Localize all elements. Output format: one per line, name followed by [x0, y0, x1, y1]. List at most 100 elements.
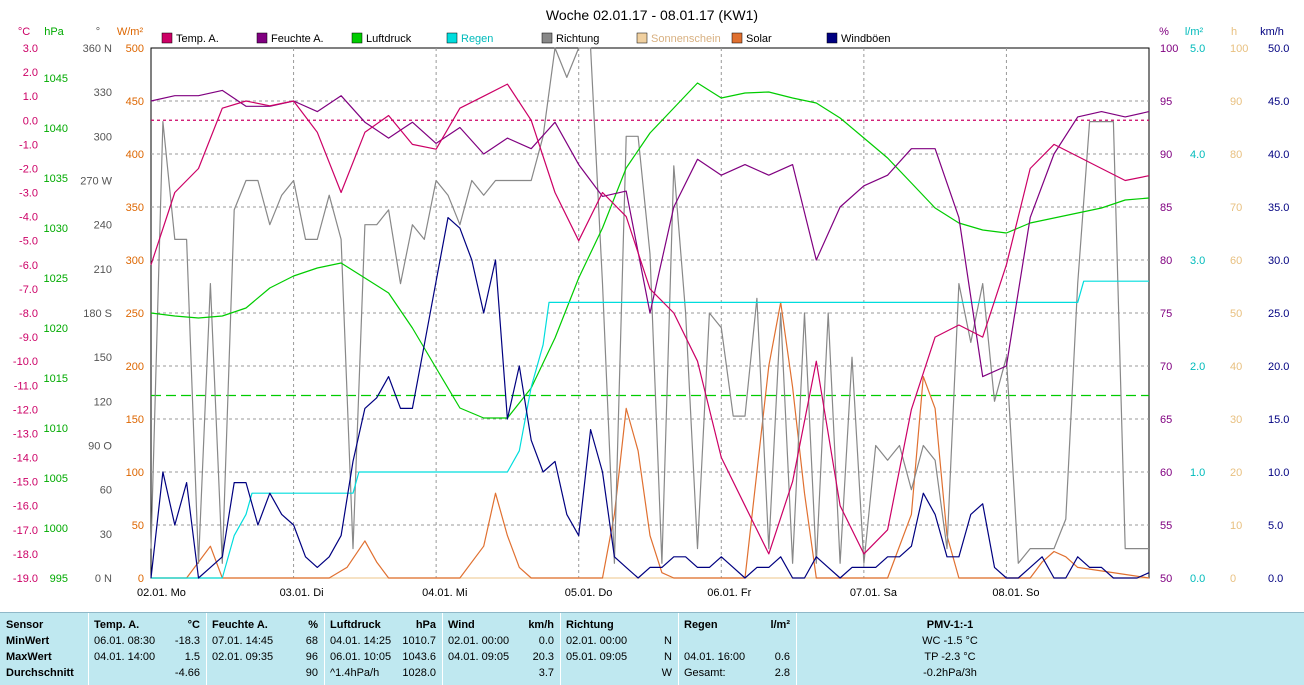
left-axis-tick: 210: [94, 264, 112, 276]
stats-temp-unit: °C: [187, 619, 200, 631]
stats-press-max-val: 1043.6: [402, 651, 436, 663]
left-axis-tick: -19.0: [13, 573, 38, 585]
right-axis-tick: 45.0: [1268, 96, 1289, 108]
stats-pmv-tp: TP -2.3 °C: [924, 651, 976, 663]
legend-label: Richtung: [556, 33, 599, 45]
right-axis-tick: 65: [1160, 414, 1172, 426]
stats-sensor-label: Sensor: [6, 619, 44, 631]
left-axis-tick: 3.0: [23, 43, 38, 55]
left-axis-tick: 200: [126, 361, 144, 373]
left-axis-tick: -4.0: [19, 212, 38, 224]
weather-chart: Woche 02.01.17 - 08.01.17 (KW1) 02.01. M…: [13, 7, 1290, 599]
stats-pmv-header: PMV-1:-1: [926, 619, 974, 631]
left-axis-tick: -18.0: [13, 549, 38, 561]
x-tick-label: 02.01. Mo: [137, 587, 186, 599]
legend-swatch: [636, 32, 648, 44]
stats-rain-unit: l/m²: [770, 619, 790, 631]
right-axis-tick: 5.0: [1190, 43, 1205, 55]
left-axis-tick: 0 N: [95, 573, 112, 585]
legend-swatch: [446, 32, 458, 44]
legend: Temp. A. Feuchte A. Luftdruck Regen Richtung…: [161, 32, 891, 45]
legend-swatch: [351, 32, 363, 44]
x-tick-label: 04.01. Mi: [422, 587, 467, 599]
stats-wind-header: Wind: [448, 619, 475, 631]
stats-avg-label: Durchschnitt: [6, 667, 74, 679]
right-axis-tick: 40.0: [1268, 149, 1289, 161]
stats-hum-avg-val: 90: [305, 667, 318, 679]
right-axis-tick: 10: [1230, 520, 1242, 532]
left-axis-tick: 360 N: [83, 43, 112, 55]
right-axis-tick: 55: [1160, 520, 1172, 532]
legend-label: Feuchte A.: [271, 33, 324, 45]
left-axis-tick: 1000: [44, 523, 68, 535]
series-line-temp-a-: [150, 83, 1150, 555]
stats-dir-min-time: 02.01. 00:00: [566, 635, 628, 647]
left-axis-tick: 0: [138, 573, 144, 585]
left-axis-tick: -3.0: [19, 188, 38, 200]
legend-label: Windböen: [841, 33, 891, 45]
right-axis-tick: 5.0: [1268, 520, 1283, 532]
chart-title: Woche 02.01.17 - 08.01.17 (KW1): [546, 7, 758, 23]
stats-hum-max-val: 96: [305, 651, 318, 663]
left-axis-tick: 180 S: [83, 308, 112, 320]
stats-press-min-val: 1010.7: [402, 635, 436, 647]
stats-rain-total-label: Gesamt:: [684, 667, 726, 679]
stats-pmv-trend: -0.2hPa/3h: [923, 667, 977, 679]
left-axis-tick: 1030: [44, 223, 68, 235]
stats-hum-max-time: 02.01. 09:35: [212, 651, 274, 663]
legend-swatch: [826, 32, 838, 44]
stats-rain-total-val: 2.8: [774, 667, 790, 679]
left-axis-tick: 2.0: [23, 67, 38, 79]
series-line-richtung: [150, 47, 1149, 564]
left-axis-tick: 500: [126, 43, 144, 55]
series-line-solar: [151, 301, 1150, 579]
stats-temp-max-time: 04.01. 14:00: [94, 651, 156, 663]
stats-temp-header: Temp. A.: [94, 619, 140, 631]
left-axis-tick: -10.0: [13, 356, 38, 368]
left-axis-tick: -11.0: [14, 380, 38, 392]
stats-temp-min-val: -18.3: [174, 635, 200, 647]
right-axis-tick: 2.0: [1190, 361, 1205, 373]
right-axis-tick: 10.0: [1268, 467, 1289, 479]
right-axis-tick: 20: [1230, 467, 1242, 479]
stats-temp-min-time: 06.01. 08:30: [94, 635, 156, 647]
right-axis-tick: 40: [1230, 361, 1242, 373]
left-axis-tick: -17.0: [13, 525, 38, 537]
right-axis-tick: 35.0: [1268, 202, 1289, 214]
stats-dir-header: Richtung: [566, 619, 614, 631]
left-axis-tick: -15.0: [13, 477, 38, 489]
stats-dir-avg-val: W: [661, 667, 672, 679]
stats-dir-min-val: N: [664, 635, 672, 647]
left-axis-unit: °: [96, 26, 100, 38]
right-axis-tick: 50.0: [1268, 43, 1289, 55]
right-axis-tick: 70: [1160, 361, 1172, 373]
legend-label: Luftdruck: [366, 33, 412, 45]
stats-min-label: MinWert: [6, 635, 50, 647]
left-axis-tick: 995: [50, 573, 68, 585]
right-axis-tick: 95: [1160, 96, 1172, 108]
left-axis-tick: 150: [94, 352, 112, 364]
left-axis-unit: hPa: [44, 26, 64, 38]
left-axis-tick: 1020: [44, 323, 68, 335]
left-axis-tick: 1035: [44, 173, 68, 185]
legend-label: Temp. A.: [176, 33, 219, 45]
stats-temp-avg-val: -4.66: [174, 667, 200, 679]
stats-dir-max-val: N: [664, 651, 672, 663]
stats-wind-max-val: 20.3: [532, 651, 554, 663]
right-axis-tick: 80: [1230, 149, 1242, 161]
left-axis-tick: 1010: [44, 423, 68, 435]
series-line-luftdruck: [150, 82, 1150, 419]
axes: 02.01. Mo 03.01. Di 04.01. Mi 05.01. Do 06.0…: [13, 26, 1290, 599]
left-axis-tick: 400: [126, 149, 144, 161]
left-axis-tick: 90 O: [88, 441, 112, 453]
series-line-feuchte-a-: [150, 89, 1150, 378]
reference-lines: [151, 119, 1149, 397]
left-axis-tick: 450: [126, 96, 144, 108]
left-axis-tick: 1015: [44, 373, 68, 385]
right-axis-tick: 100: [1230, 43, 1248, 55]
left-axis-tick: 240: [94, 220, 112, 232]
left-axis-tick: 300: [126, 255, 144, 267]
stats-panel: Sensor MinWert MaxWert Durchschnitt Temp…: [0, 612, 1304, 685]
stats-press-max-time: 06.01. 10:05: [330, 651, 392, 663]
left-axis-unit: W/m²: [117, 26, 144, 38]
